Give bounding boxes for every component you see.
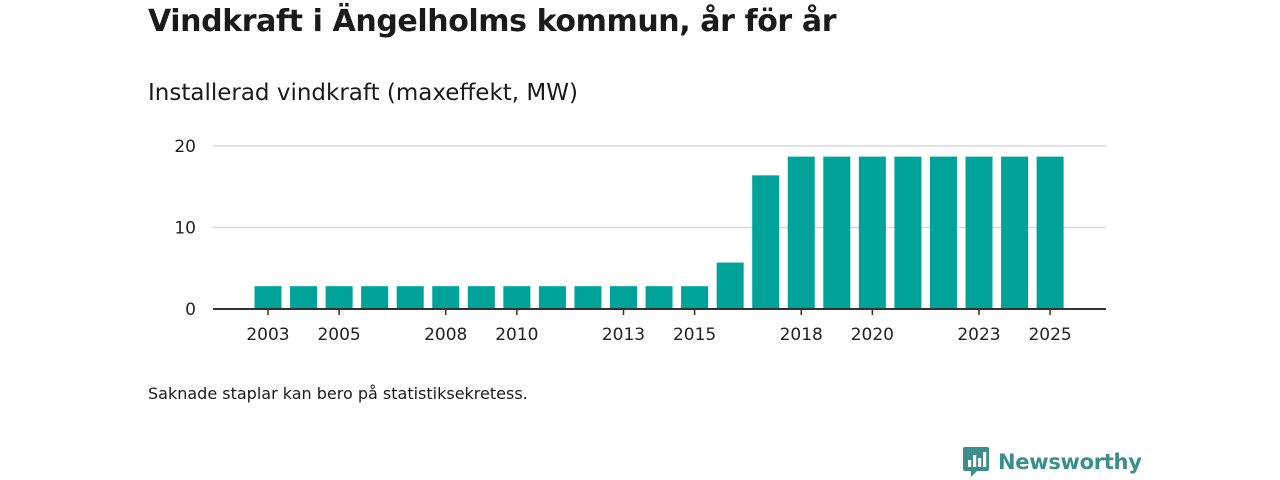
x-tick-label: 2008 bbox=[424, 325, 467, 345]
bar-2015 bbox=[681, 286, 709, 309]
footnote: Saknade staplar kan bero på statistiksek… bbox=[148, 384, 528, 403]
bar-2011 bbox=[538, 286, 566, 309]
bar-2016 bbox=[716, 262, 744, 309]
newsworthy-logo: Newsworthy bbox=[962, 446, 1142, 478]
bar-2007 bbox=[396, 286, 424, 309]
bar-2017 bbox=[752, 175, 780, 309]
bar-2006 bbox=[361, 286, 389, 309]
bar-2008 bbox=[432, 286, 460, 309]
x-tick-label: 2015 bbox=[673, 325, 716, 345]
bar-2018 bbox=[787, 156, 815, 309]
bar-2022 bbox=[929, 156, 957, 309]
x-tick-label: 2020 bbox=[851, 325, 894, 345]
chart-title: Vindkraft i Ängelholms kommun, år för år bbox=[148, 4, 837, 39]
bar-2024 bbox=[1001, 156, 1029, 309]
x-tick-label: 2018 bbox=[780, 325, 823, 345]
bar-2019 bbox=[823, 156, 851, 309]
x-tick-label: 2010 bbox=[495, 325, 538, 345]
bar-2005 bbox=[325, 286, 353, 309]
x-tick-label: 2003 bbox=[246, 325, 289, 345]
bar-2003 bbox=[254, 286, 282, 309]
bar-2004 bbox=[290, 286, 318, 309]
newsworthy-icon bbox=[963, 447, 989, 477]
chart-subtitle: Installerad vindkraft (maxeffekt, MW) bbox=[148, 80, 578, 106]
y-tick-label: 10 bbox=[174, 219, 196, 239]
bar-2025 bbox=[1036, 156, 1064, 309]
bar-2014 bbox=[645, 286, 673, 309]
bar-2023 bbox=[965, 156, 993, 309]
bar-2020 bbox=[858, 156, 886, 309]
y-tick-label: 20 bbox=[174, 137, 196, 157]
bar-2010 bbox=[503, 286, 531, 309]
x-tick-label: 2005 bbox=[317, 325, 360, 345]
x-tick-label: 2025 bbox=[1028, 325, 1071, 345]
bar-2009 bbox=[467, 286, 495, 309]
y-tick-label: 0 bbox=[185, 300, 196, 320]
bar-2012 bbox=[574, 286, 602, 309]
x-tick-label: 2023 bbox=[957, 325, 1000, 345]
bar-2013 bbox=[610, 286, 637, 309]
x-tick-label: 2013 bbox=[602, 325, 645, 345]
bar-2021 bbox=[894, 156, 922, 309]
brand-name: Newsworthy bbox=[998, 450, 1142, 474]
